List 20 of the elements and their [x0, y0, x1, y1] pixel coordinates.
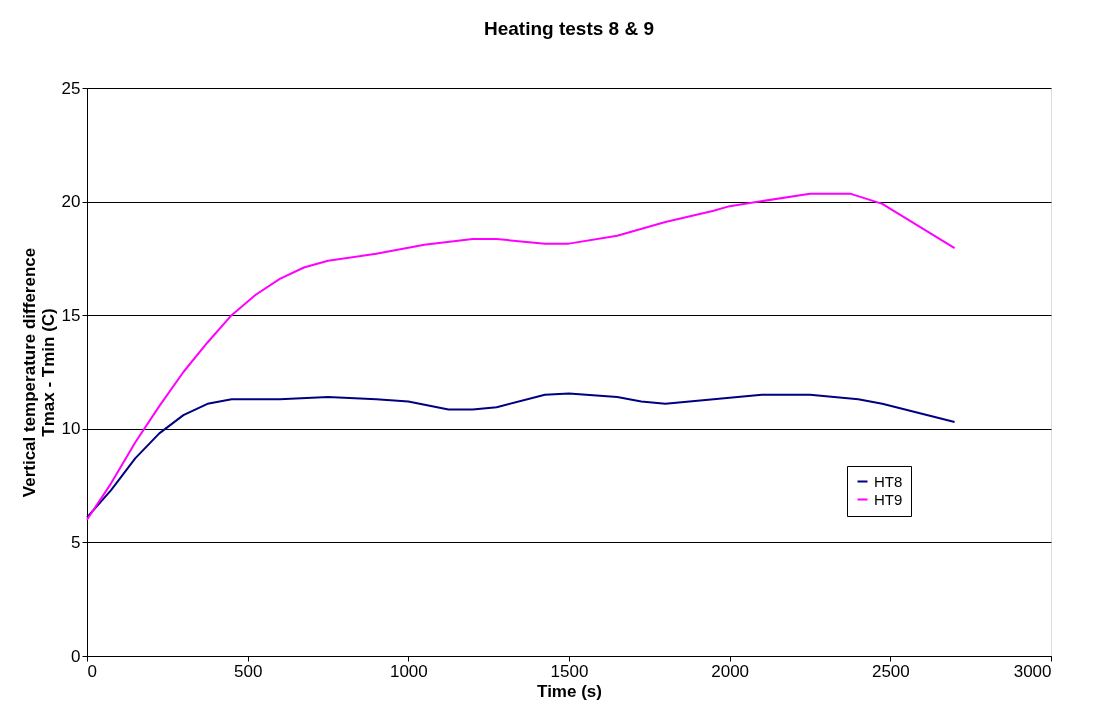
y-tick-label: 0: [71, 646, 81, 666]
y-tick-label: 5: [71, 532, 81, 552]
x-tick-label: 0: [87, 661, 97, 681]
legend-label: HT8: [874, 472, 903, 490]
y-tick-label: 15: [61, 305, 81, 325]
y-tick-label: 10: [61, 419, 81, 439]
y-tick-label: 25: [61, 78, 81, 98]
x-tick-label: 2000: [711, 661, 750, 681]
chart-title: Heating tests 8 & 9: [484, 18, 654, 39]
x-tick-label: 1500: [550, 661, 589, 681]
x-tick-label: 3000: [1013, 661, 1052, 681]
y-axis-title: Vertical temperature difference Tmax - Tmin (C): [19, 247, 58, 498]
x-axis-title: Time (s): [537, 681, 602, 701]
line-series: [86, 192, 956, 521]
legend-label: HT9: [874, 490, 903, 508]
y-tick-label: 20: [61, 192, 81, 212]
x-tick-label: 2500: [871, 661, 910, 681]
line-series: [86, 392, 956, 519]
x-tick-label: 1000: [389, 661, 428, 681]
x-tick-label: 500: [233, 661, 263, 681]
